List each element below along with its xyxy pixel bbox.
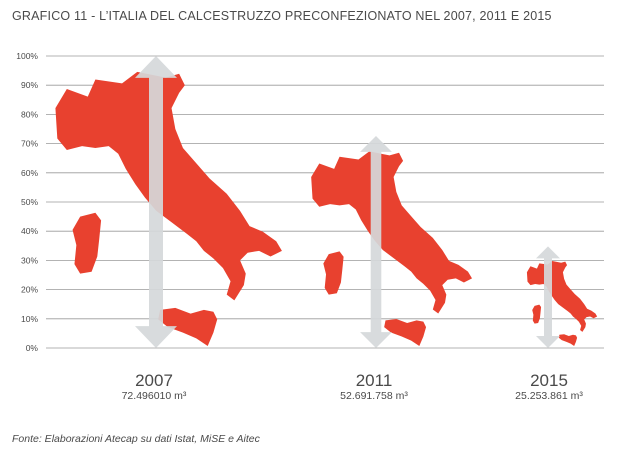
y-tick-label: 30%: [21, 255, 38, 265]
y-tick-label: 10%: [21, 314, 38, 324]
bar-2015: [526, 246, 598, 348]
bars-layer: [55, 56, 598, 348]
y-tick-label: 20%: [21, 285, 38, 295]
source-note: Fonte: Elaborazioni Atecap su dati Istat…: [12, 433, 260, 445]
y-tick-label: 100%: [16, 51, 38, 61]
value-label-2011: 52.691.758 m³: [340, 390, 408, 402]
value-label-2015: 25.253.861 m³: [515, 390, 583, 402]
value-arrow-2011: [360, 136, 392, 348]
value-label-2007: 72.496010 m³: [122, 390, 187, 402]
category-label-2015: 2015: [530, 371, 568, 390]
y-tick-label: 90%: [21, 80, 38, 90]
y-tick-label: 60%: [21, 168, 38, 178]
italy-map-2007: [55, 71, 282, 346]
italy-map-2015: [526, 260, 598, 346]
italy-map-2011: [311, 151, 473, 346]
bar-2011: [311, 136, 473, 348]
category-label-2007: 2007: [135, 371, 173, 390]
y-tick-label: 0%: [26, 343, 39, 353]
category-label-2011: 2011: [356, 371, 393, 390]
y-tick-label: 50%: [21, 197, 38, 207]
chart-title: GRAFICO 11 - L’ITALIA DEL CALCESTRUZZO P…: [12, 9, 552, 23]
y-tick-label: 70%: [21, 139, 38, 149]
value-arrow-2015: [536, 246, 560, 348]
value-arrow-2007: [135, 56, 177, 348]
y-tick-label: 80%: [21, 109, 38, 119]
y-tick-label: 40%: [21, 226, 38, 236]
bar-2007: [55, 56, 282, 348]
